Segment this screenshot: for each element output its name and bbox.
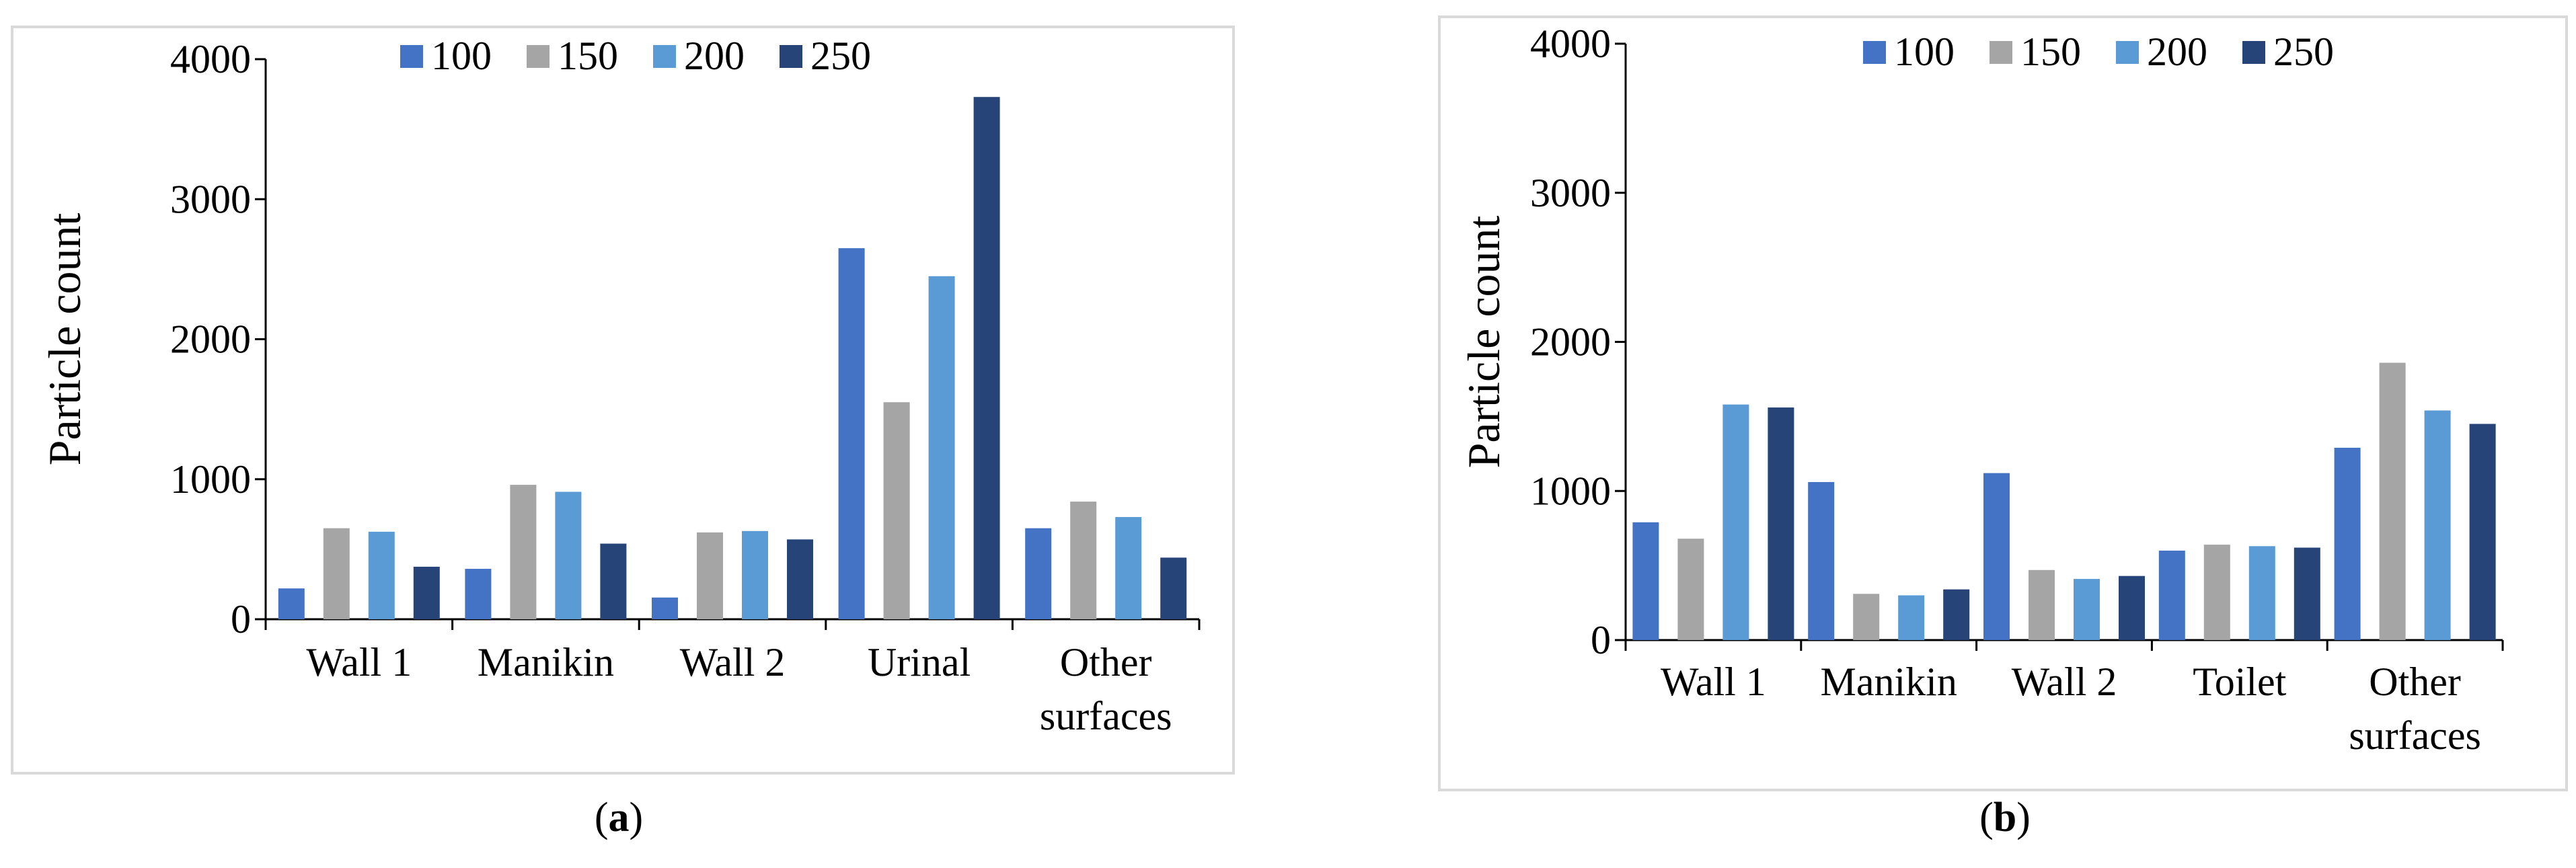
chart-a: 0 1000 2000 3000 4000 Particle count Wall 1 Man… (11, 26, 1235, 775)
caption-b-close: ) (2016, 795, 2031, 840)
chart-a-category-label: Manikin (478, 640, 614, 684)
caption-b-open: ( (1979, 795, 1994, 840)
chart-a-bar-150 (883, 402, 910, 619)
chart-a-bar-250 (973, 97, 1000, 620)
chart-b-bar-200 (2248, 546, 2275, 640)
chart-b-y-tick-label: 3000 (1530, 171, 1611, 215)
chart-a-bar-250 (1160, 557, 1187, 619)
chart-a-bar-150 (1070, 502, 1097, 619)
chart-a-bar-200 (928, 276, 955, 619)
chart-a-bar-200 (368, 531, 395, 619)
chart-b-bar-200 (1898, 595, 1925, 640)
chart-a-bar-100 (278, 588, 305, 619)
chart-b-y-axis-label: Particle count (1458, 216, 1509, 469)
chart-b-category-label: surfaces (2349, 713, 2481, 758)
chart-b-bar-200 (1722, 404, 1749, 640)
chart-b-legend-swatch-100 (1863, 41, 1886, 64)
chart-a-bar-150 (697, 532, 723, 619)
chart-b: 0 1000 2000 3000 4000 Particle count Wall 1 Man… (1438, 15, 2568, 791)
chart-b-category-label: Other (2369, 660, 2461, 704)
chart-b-y-tick-label: 2000 (1530, 320, 1611, 364)
chart-a-category-label: surfaces (1040, 694, 1172, 738)
caption-a-close: ) (629, 795, 644, 840)
chart-a-legend-swatch-150 (527, 45, 550, 68)
chart-a-bar-100 (652, 597, 678, 619)
caption-b-letter: b (1993, 795, 2017, 840)
chart-b-bar-200 (2074, 579, 2100, 640)
chart-a-legend-swatch-100 (400, 45, 423, 68)
chart-a-bar-250 (787, 539, 813, 619)
chart-a-bar-200 (555, 491, 582, 619)
chart-b-legend-label-100: 100 (1894, 30, 1955, 74)
chart-b-y-tick-label: 1000 (1530, 469, 1611, 513)
chart-a-bar-150 (323, 528, 350, 619)
chart-b-bar-250 (2294, 547, 2320, 640)
chart-a-y-tick-label: 2000 (170, 317, 251, 362)
chart-b-legend-swatch-200 (2116, 41, 2139, 64)
chart-a-legend-label-150: 150 (558, 34, 618, 78)
chart-b-legend-label-200: 200 (2147, 30, 2207, 74)
chart-a-bar-150 (510, 485, 537, 619)
chart-a-bar-250 (413, 566, 440, 619)
chart-a-y-tick-label: 3000 (170, 177, 251, 221)
chart-a-bar-200 (1115, 516, 1142, 619)
chart-b-bar-100 (1808, 481, 1835, 640)
chart-a-bar-100 (838, 248, 865, 619)
chart-b-y-tick-label: 4000 (1530, 22, 1611, 66)
chart-b-bar-250 (2469, 424, 2496, 640)
chart-b-bar-100 (2334, 447, 2361, 640)
chart-b-legend-label-250: 250 (2273, 30, 2334, 74)
chart-b-y-tick-label: 0 (1591, 618, 1611, 662)
chart-b-category-label: Manikin (1821, 660, 1957, 704)
chart-b-bar-250 (1768, 407, 1794, 640)
chart-b-bar-100 (1983, 473, 2010, 640)
caption-b: (b) (1938, 797, 2072, 838)
chart-b-bar-150 (1853, 594, 1880, 640)
chart-b-bar-150 (2029, 569, 2055, 640)
chart-b-bar-150 (2379, 362, 2406, 640)
chart-a-bar-250 (600, 543, 627, 619)
chart-b-legend-swatch-250 (2242, 41, 2265, 64)
chart-b-bar-200 (2424, 410, 2451, 640)
chart-b-bar-100 (2158, 550, 2185, 640)
chart-a-bar-100 (465, 569, 492, 619)
caption-a: (a) (552, 797, 686, 838)
chart-b-bar-250 (2119, 576, 2145, 640)
chart-b-category-label: Toilet (2193, 660, 2286, 704)
chart-a-legend-swatch-200 (653, 45, 676, 68)
chart-a-y-tick-label: 1000 (170, 457, 251, 502)
chart-a-y-axis-label: Particle count (39, 213, 90, 466)
chart-a-legend-label-100: 100 (431, 34, 492, 78)
chart-a-legend-label-200: 200 (684, 34, 745, 78)
chart-b-legend-swatch-150 (1990, 41, 2012, 64)
chart-b-bar-150 (1677, 539, 1704, 640)
chart-b-category-label: Wall 2 (2012, 660, 2117, 704)
chart-a-frame (11, 26, 1235, 775)
chart-a-category-label: Other (1060, 640, 1152, 684)
caption-a-letter: a (608, 795, 630, 840)
chart-a-y-tick-label: 0 (231, 597, 251, 641)
chart-a-category-label: Urinal (868, 640, 971, 684)
chart-a-bar-100 (1025, 528, 1052, 619)
chart-a-category-label: Wall 1 (306, 640, 412, 684)
chart-a-legend-label-250: 250 (810, 34, 871, 78)
chart-b-bar-150 (2203, 545, 2230, 640)
chart-b-bar-100 (1632, 522, 1659, 640)
chart-b-frame (1438, 15, 2568, 791)
caption-a-open: ( (594, 795, 609, 840)
chart-b-bar-250 (1943, 589, 1970, 640)
chart-a-bar-200 (742, 530, 768, 619)
chart-a-legend-swatch-250 (780, 45, 802, 68)
chart-b-category-label: Wall 1 (1661, 660, 1766, 704)
chart-b-legend-label-150: 150 (2020, 30, 2081, 74)
chart-a-y-tick-label: 4000 (170, 37, 251, 81)
chart-a-category-label: Wall 2 (680, 640, 786, 684)
